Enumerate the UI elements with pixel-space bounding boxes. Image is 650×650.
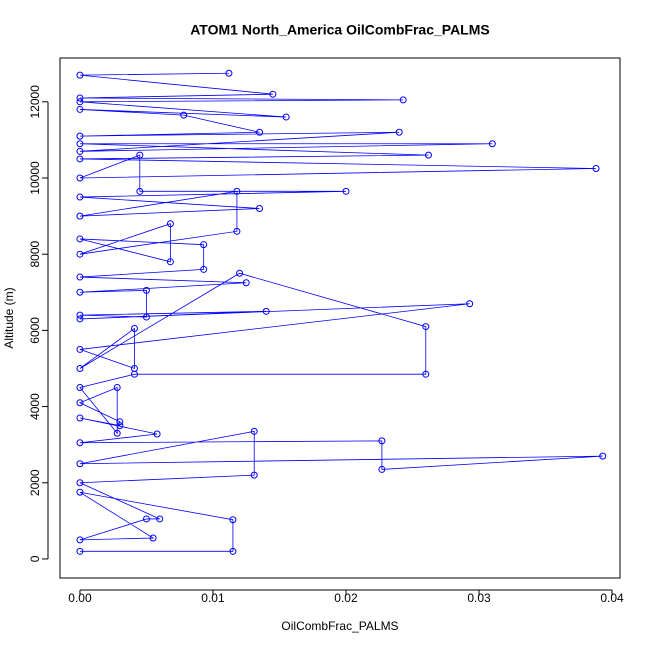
- data-point: [256, 204, 264, 212]
- data-point: [136, 187, 144, 195]
- data-point: [236, 269, 244, 277]
- data-point: [76, 547, 84, 555]
- y-tick-label: 2000: [28, 469, 42, 496]
- data-point: [76, 364, 84, 372]
- data-point: [256, 128, 264, 136]
- data-point: [395, 128, 403, 136]
- data-point: [149, 534, 157, 542]
- y-tick-label: 4000: [28, 393, 42, 420]
- data-point: [142, 286, 150, 294]
- data-point: [116, 422, 124, 430]
- data-point: [233, 187, 241, 195]
- data-point: [233, 227, 241, 235]
- data-point: [76, 250, 84, 258]
- data-point: [76, 155, 84, 163]
- data-point: [424, 151, 432, 159]
- data-point: [113, 429, 121, 437]
- y-tick-label: 12000: [28, 85, 42, 119]
- data-point: [76, 273, 84, 281]
- data-point: [599, 452, 607, 460]
- x-axis-label: OilCombFrac_PALMS: [281, 619, 398, 633]
- data-point: [225, 69, 233, 77]
- data-point: [378, 437, 386, 445]
- x-tick-label: 0.01: [201, 591, 225, 605]
- data-point: [76, 414, 84, 422]
- data-point: [378, 465, 386, 473]
- data-point: [76, 311, 84, 319]
- y-axis-label: Altitude (m): [2, 287, 16, 348]
- data-point: [76, 479, 84, 487]
- y-tick-label: 6000: [28, 317, 42, 344]
- data-point: [76, 174, 84, 182]
- data-point: [466, 300, 474, 308]
- data-point: [422, 370, 430, 378]
- data-point: [76, 384, 84, 392]
- x-tick-label: 0.00: [68, 591, 92, 605]
- chart-title: ATOM1 North_America OilCombFrac_PALMS: [190, 22, 490, 38]
- data-point: [76, 105, 84, 113]
- data-point: [113, 384, 121, 392]
- y-tick-label: 0: [28, 555, 42, 562]
- data-point: [76, 288, 84, 296]
- plot-frame: [59, 57, 621, 579]
- data-point: [488, 140, 496, 148]
- data-point: [76, 315, 84, 323]
- data-line: [78, 72, 603, 552]
- y-tick-label: 10000: [28, 161, 42, 195]
- data-point: [166, 258, 174, 266]
- data-point: [399, 96, 407, 104]
- y-tick-label: 8000: [28, 241, 42, 268]
- data-point: [242, 279, 250, 287]
- data-point: [200, 265, 208, 273]
- data-point: [136, 151, 144, 159]
- data-point: [76, 439, 84, 447]
- data-point: [76, 536, 84, 544]
- data-point: [76, 71, 84, 79]
- data-point: [282, 113, 290, 121]
- data-point: [142, 313, 150, 321]
- data-point: [76, 399, 84, 407]
- x-tick-label: 0.02: [334, 591, 358, 605]
- data-point: [229, 547, 237, 555]
- data-point: [180, 111, 188, 119]
- data-point: [76, 345, 84, 353]
- data-point: [250, 471, 258, 479]
- data-point: [76, 460, 84, 468]
- data-point: [76, 132, 84, 140]
- data-point: [76, 98, 84, 106]
- data-point: [76, 94, 84, 102]
- data-point: [156, 515, 164, 523]
- data-point: [76, 140, 84, 148]
- data-point: [342, 187, 350, 195]
- data-point: [76, 147, 84, 155]
- data-point: [130, 364, 138, 372]
- x-tick-label: 0.04: [600, 591, 624, 605]
- data-point: [250, 427, 258, 435]
- data-point: [592, 164, 600, 172]
- data-point: [76, 212, 84, 220]
- data-point: [116, 418, 124, 426]
- data-point: [269, 90, 277, 98]
- data-point: [142, 515, 150, 523]
- x-tick-label: 0.03: [467, 591, 491, 605]
- data-point: [130, 324, 138, 332]
- data-point: [422, 323, 430, 331]
- data-point: [262, 307, 270, 315]
- data-point: [76, 488, 84, 496]
- data-point: [76, 235, 84, 243]
- data-point: [229, 516, 237, 524]
- data-point: [76, 193, 84, 201]
- data-point: [200, 241, 208, 249]
- data-point: [166, 220, 174, 228]
- data-point: [153, 430, 161, 438]
